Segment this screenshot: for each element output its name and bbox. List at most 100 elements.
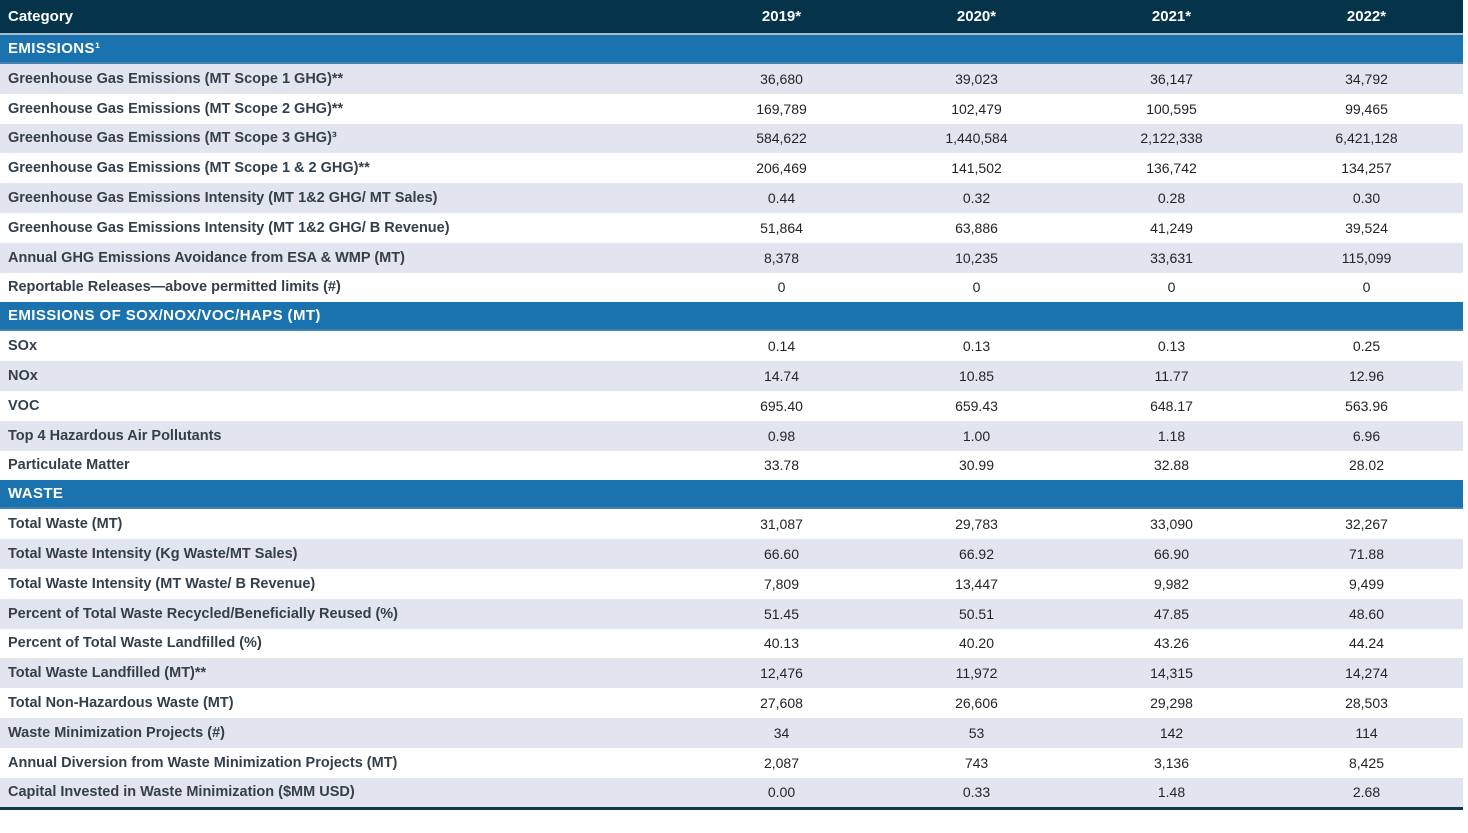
table-header-row: Category 2019* 2020* 2021* 2022* bbox=[0, 0, 1463, 33]
value-cell: 43.26 bbox=[1153, 635, 1190, 652]
value-cell: 29,298 bbox=[1150, 695, 1193, 712]
column-header-2020: 2020* bbox=[956, 8, 997, 25]
row-label: Percent of Total Waste Landfilled (%) bbox=[8, 635, 262, 652]
table-row: Total Waste Intensity (MT Waste/ B Reven… bbox=[0, 568, 1463, 599]
value-cell: 141,502 bbox=[951, 160, 1002, 177]
value-cell: 33,090 bbox=[1150, 516, 1193, 533]
row-label: Greenhouse Gas Emissions Intensity (MT 1… bbox=[8, 190, 438, 207]
column-header-2022: 2022* bbox=[1346, 8, 1387, 25]
value-cell: 563.96 bbox=[1345, 397, 1388, 414]
esg-data-table: Category 2019* 2020* 2021* 2022* EMISSIO… bbox=[0, 0, 1463, 811]
row-label: Particulate Matter bbox=[8, 457, 130, 474]
row-label: NOx bbox=[8, 368, 38, 385]
value-cell: 66.90 bbox=[1153, 546, 1190, 563]
value-cell: 36,147 bbox=[1150, 70, 1193, 87]
value-cell: 695.40 bbox=[760, 397, 803, 414]
value-cell: 44.24 bbox=[1348, 635, 1385, 652]
value-cell: 0.33 bbox=[962, 784, 991, 801]
value-cell: 1.18 bbox=[1157, 427, 1186, 444]
value-cell: 36,680 bbox=[760, 70, 803, 87]
table-row: Greenhouse Gas Emissions (MT Scope 1 & 2… bbox=[0, 153, 1463, 184]
value-cell: 0.44 bbox=[767, 190, 796, 207]
row-label: Greenhouse Gas Emissions (MT Scope 1 GHG… bbox=[8, 70, 344, 87]
row-label: Greenhouse Gas Emissions (MT Scope 2 GHG… bbox=[8, 100, 344, 117]
value-cell: 99,465 bbox=[1345, 100, 1388, 117]
table-row: Greenhouse Gas Emissions (MT Scope 2 GHG… bbox=[0, 93, 1463, 124]
value-cell: 0 bbox=[972, 279, 981, 296]
row-label: Annual Diversion from Waste Minimization… bbox=[8, 754, 398, 771]
value-cell: 28.02 bbox=[1348, 457, 1385, 474]
table-row: Particulate Matter 33.78 30.99 32.88 28.02 bbox=[0, 450, 1463, 481]
row-label: Total Non-Hazardous Waste (MT) bbox=[8, 695, 234, 712]
table-row: Top 4 Hazardous Air Pollutants 0.98 1.00 1.… bbox=[0, 420, 1463, 451]
value-cell: 7,809 bbox=[763, 575, 800, 592]
value-cell: 2.68 bbox=[1352, 784, 1381, 801]
section-header-emissions-of-sox-nox-voc-haps-mt: EMISSIONS OF SOX/NOX/VOC/HAPS (MT) bbox=[0, 302, 1463, 332]
value-cell: 0 bbox=[777, 279, 786, 296]
table-row: Percent of Total Waste Landfilled (%) 40.… bbox=[0, 628, 1463, 659]
value-cell: 12.96 bbox=[1348, 368, 1385, 385]
section-title: EMISSIONS¹ bbox=[8, 40, 101, 57]
value-cell: 136,742 bbox=[1146, 160, 1197, 177]
value-cell: 32.88 bbox=[1153, 457, 1190, 474]
value-cell: 9,499 bbox=[1348, 575, 1385, 592]
value-cell: 48.60 bbox=[1348, 605, 1385, 622]
value-cell: 206,469 bbox=[756, 160, 807, 177]
table-row: Annual Diversion from Waste Minimization… bbox=[0, 747, 1463, 778]
header-divider bbox=[0, 33, 1463, 35]
value-cell: 2,122,338 bbox=[1140, 130, 1203, 147]
value-cell: 114 bbox=[1355, 724, 1378, 741]
value-cell: 34,792 bbox=[1345, 70, 1388, 87]
value-cell: 51,864 bbox=[760, 219, 803, 236]
table-row: Greenhouse Gas Emissions (MT Scope 1 GHG… bbox=[0, 64, 1463, 94]
row-label: VOC bbox=[8, 397, 40, 414]
value-cell: 8,378 bbox=[763, 249, 800, 266]
value-cell: 11.77 bbox=[1154, 368, 1189, 385]
value-cell: 28,503 bbox=[1345, 695, 1388, 712]
value-cell: 8,425 bbox=[1348, 754, 1385, 771]
row-label: Top 4 Hazardous Air Pollutants bbox=[8, 427, 222, 444]
row-label: Total Waste Landfilled (MT)** bbox=[8, 665, 207, 682]
value-cell: 3,136 bbox=[1153, 754, 1190, 771]
value-cell: 0 bbox=[1362, 279, 1371, 296]
value-cell: 0.30 bbox=[1352, 190, 1381, 207]
column-header-2019: 2019* bbox=[761, 8, 802, 25]
value-cell: 10,235 bbox=[955, 249, 998, 266]
value-cell: 2,087 bbox=[763, 754, 800, 771]
value-cell: 648.17 bbox=[1150, 397, 1193, 414]
table-row: Greenhouse Gas Emissions (MT Scope 3 GHG… bbox=[0, 123, 1463, 154]
value-cell: 9,982 bbox=[1153, 575, 1190, 592]
row-label: Greenhouse Gas Emissions (MT Scope 3 GHG… bbox=[8, 130, 337, 147]
value-cell: 6,421,128 bbox=[1335, 130, 1398, 147]
row-label: Total Waste Intensity (Kg Waste/MT Sales… bbox=[8, 546, 298, 563]
section-header-emissions: EMISSIONS¹ bbox=[0, 35, 1463, 64]
value-cell: 169,789 bbox=[756, 100, 807, 117]
table-row: Greenhouse Gas Emissions Intensity (MT 1… bbox=[0, 183, 1463, 213]
value-cell: 0.13 bbox=[962, 338, 991, 355]
value-cell: 14,274 bbox=[1345, 665, 1388, 682]
value-cell: 31,087 bbox=[760, 516, 803, 533]
table-row: Reportable Releases—above permitted limi… bbox=[0, 272, 1463, 303]
value-cell: 51.45 bbox=[763, 605, 800, 622]
value-cell: 27,608 bbox=[760, 695, 803, 712]
value-cell: 63,886 bbox=[955, 219, 998, 236]
value-cell: 1,440,584 bbox=[945, 130, 1008, 147]
value-cell: 0.28 bbox=[1157, 190, 1186, 207]
value-cell: 39,524 bbox=[1345, 219, 1388, 236]
row-label: Greenhouse Gas Emissions Intensity (MT 1… bbox=[8, 219, 450, 236]
value-cell: 584,622 bbox=[756, 130, 807, 147]
section-title: WASTE bbox=[8, 485, 64, 503]
value-cell: 10.85 bbox=[958, 368, 995, 385]
row-label: Waste Minimization Projects (#) bbox=[8, 724, 225, 741]
value-cell: 34 bbox=[773, 724, 790, 741]
table-row: VOC 695.40 659.43 648.17 563.96 bbox=[0, 390, 1463, 421]
value-cell: 41,249 bbox=[1150, 219, 1193, 236]
row-label: Reportable Releases—above permitted limi… bbox=[8, 279, 341, 296]
value-cell: 30.99 bbox=[958, 457, 995, 474]
value-cell: 1.00 bbox=[962, 427, 991, 444]
value-cell: 71.88 bbox=[1348, 546, 1385, 563]
value-cell: 47.85 bbox=[1153, 605, 1190, 622]
value-cell: 142 bbox=[1159, 724, 1184, 741]
value-cell: 53 bbox=[968, 724, 985, 741]
value-cell: 102,479 bbox=[951, 100, 1002, 117]
